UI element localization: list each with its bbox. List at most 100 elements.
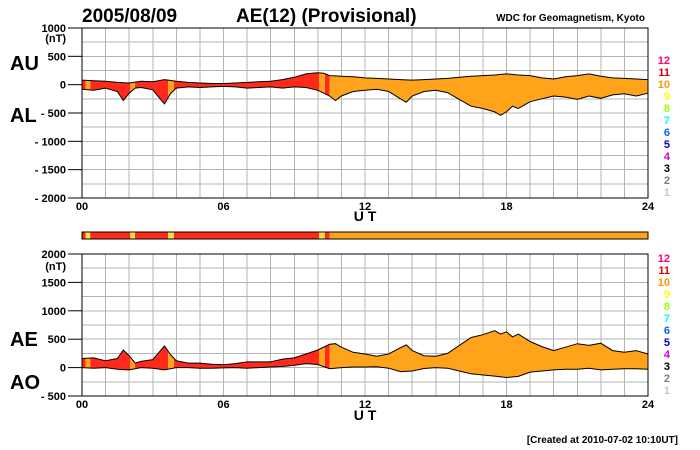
au-al-panel: 1000 500 0 - 500 - 1000 - 1500 - 2000 00 06 12 18… (10, 23, 655, 224)
station-count-segment (85, 232, 91, 239)
y-tick-label: 1500 (42, 277, 66, 289)
ae-ao-lines (81, 330, 649, 379)
series-line-ao (81, 363, 649, 379)
legend-entry: 4 (664, 349, 671, 361)
station-count-segment (90, 232, 131, 239)
area-band-red (174, 72, 319, 91)
legend-entry: 2 (664, 175, 670, 187)
au-label: AU (10, 53, 39, 75)
legend-entry: 10 (658, 79, 670, 91)
legend-entry: 11 (658, 67, 670, 79)
au-al-bands (82, 72, 648, 116)
area-band-orange (329, 73, 648, 116)
y-tick-label: - 2000 (35, 193, 66, 205)
legend-entry: 8 (664, 103, 670, 115)
ae-ao-y-ticks: 2000 1500 1000 500 0 - 500 (41, 249, 82, 403)
legend-entry: 6 (664, 127, 670, 139)
x-tick-label: 00 (76, 201, 88, 213)
legend-entry: 12 (658, 253, 670, 265)
legend-entry: 9 (664, 91, 670, 103)
station-count-segment (173, 232, 320, 239)
y-tick-label: - 1000 (35, 136, 66, 148)
area-band-orange (130, 82, 136, 93)
au-al-x-ticks: 00 06 12 18 24 (76, 201, 655, 213)
area-band-red (135, 346, 169, 370)
area-band-orange (329, 330, 648, 378)
x-tick-label: 00 (76, 399, 88, 411)
station-count-segment (319, 232, 325, 239)
area-band-orange (85, 80, 91, 90)
chart-title: AE(12) (Provisional) (236, 6, 417, 27)
series-line-al (81, 85, 649, 116)
x-tick-label: 06 (217, 399, 229, 411)
ae-ao-x-axis-label: U T (354, 407, 377, 423)
ae-ao-panel: 2000 1500 1000 500 0 - 500 00 06 12 18 24 (nT) U … (10, 249, 655, 423)
legend-entry: 5 (664, 337, 670, 349)
y-tick-label: 2000 (42, 249, 66, 261)
area-band-red (135, 79, 169, 104)
area-band-orange (168, 351, 174, 370)
legend-entry: 7 (664, 115, 670, 127)
legend-entry: 10 (658, 277, 670, 289)
station-count-segment (324, 232, 330, 239)
legend-entry: 3 (664, 361, 670, 373)
created-timestamp: [Created at 2010-07-02 10:10UT] (527, 435, 678, 446)
area-band-orange (319, 346, 325, 367)
legend-entry: 7 (664, 313, 670, 325)
area-band-red (82, 358, 86, 368)
station-count-segment (135, 232, 169, 239)
station-count-bar-frame (81, 231, 649, 240)
ae-ao-grid (82, 254, 648, 396)
station-count-segment (329, 232, 648, 239)
y-tick-label: 500 (48, 334, 66, 346)
au-al-y-ticks: 1000 500 0 - 500 - 1000 - 1500 - 2000 (35, 23, 82, 205)
station-count-segment (168, 232, 174, 239)
x-tick-label: 24 (642, 201, 655, 213)
x-tick-label: 18 (500, 201, 512, 213)
au-al-grid (82, 28, 648, 198)
au-al-x-axis-label: U T (354, 208, 377, 224)
area-band-red (174, 349, 319, 369)
area-band-orange (319, 72, 325, 94)
source-label: WDC for Geomagnetism, Kyoto (496, 13, 645, 24)
station-count-segment (82, 232, 86, 239)
legend-entry: 1 (664, 187, 670, 199)
ae-label: AE (10, 329, 38, 351)
x-tick-label: 12 (359, 399, 371, 411)
y-tick-label: 0 (60, 80, 66, 92)
series-line-ae (81, 330, 649, 366)
date-title: 2005/08/09 (82, 6, 177, 27)
au-al-lines (81, 72, 649, 116)
legend-entry: 8 (664, 301, 670, 313)
station-count-bar (81, 231, 649, 240)
legend-entry: 2 (664, 373, 670, 385)
area-band-orange (130, 357, 136, 370)
ae-ao-unit-label: (nT) (45, 261, 66, 273)
x-tick-label: 06 (217, 201, 229, 213)
legend-entry: 6 (664, 325, 670, 337)
series-line-au (81, 72, 649, 84)
al-label: AL (10, 105, 37, 127)
legend-entry: 5 (664, 139, 670, 151)
y-tick-label: 1000 (42, 23, 66, 35)
legend-entry: 9 (664, 289, 670, 301)
y-tick-label: 1000 (42, 306, 66, 318)
area-band-red (82, 80, 86, 90)
legend-entry: 12 (658, 55, 670, 67)
ao-label: AO (10, 372, 40, 394)
ae-ao-frame (81, 253, 649, 397)
y-tick-label: 500 (48, 51, 66, 63)
legend-entry: 4 (664, 151, 671, 163)
area-band-red (90, 80, 131, 101)
legend-entry: 3 (664, 163, 670, 175)
x-tick-label: 18 (500, 399, 512, 411)
y-tick-label: - 500 (41, 391, 66, 403)
x-tick-label: 12 (359, 201, 371, 213)
area-band-orange (168, 80, 174, 98)
y-tick-label: - 1500 (35, 165, 66, 177)
legend-entry: 1 (664, 385, 670, 397)
station-count-segment (130, 232, 136, 239)
